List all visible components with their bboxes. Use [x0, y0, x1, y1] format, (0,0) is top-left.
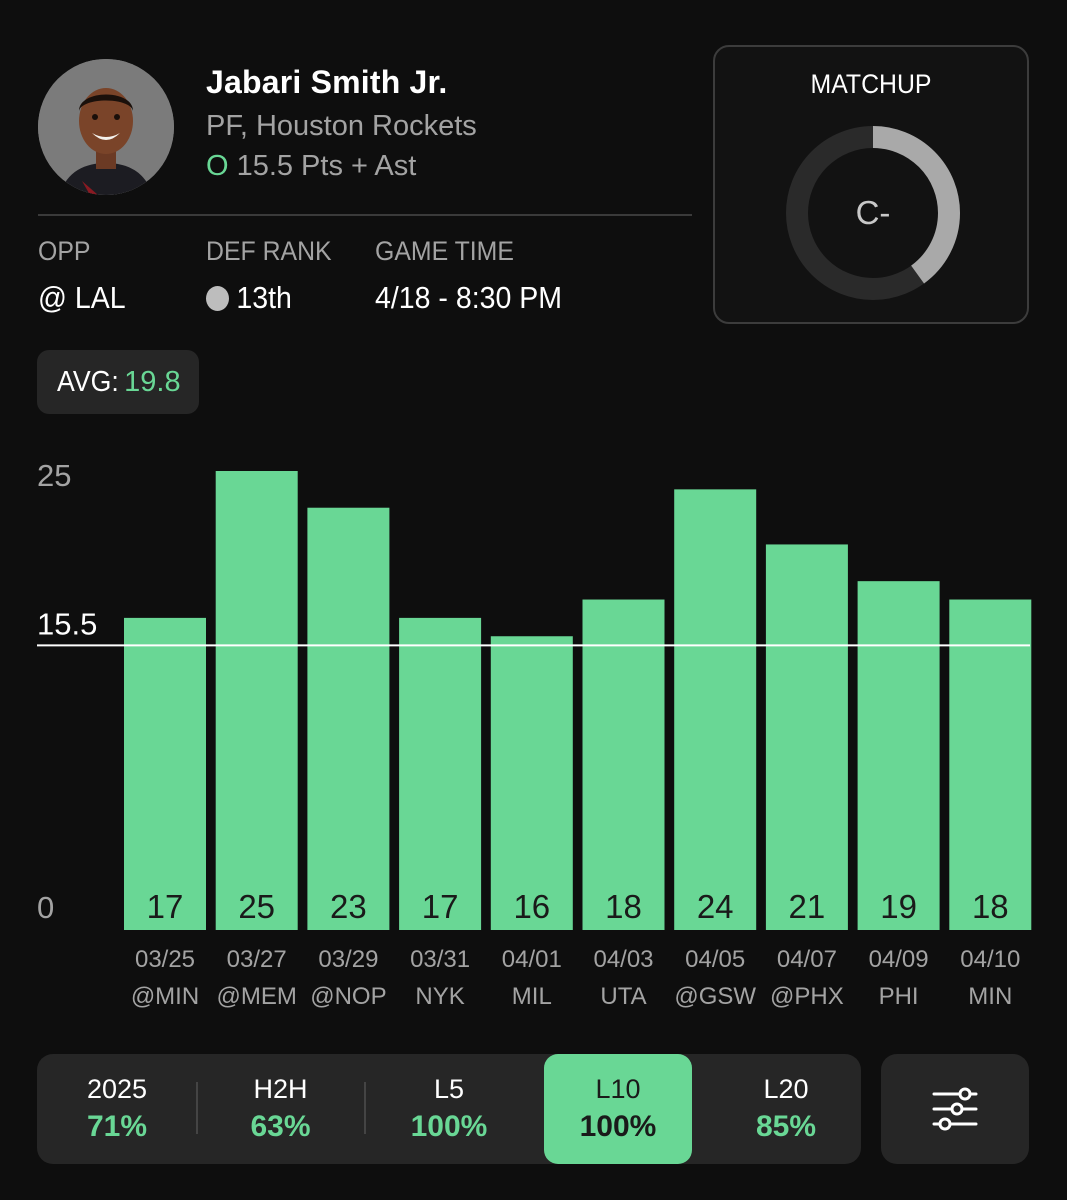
over-indicator: O — [206, 150, 229, 182]
opp-value: @ LAL — [38, 280, 126, 315]
header-divider — [38, 214, 692, 216]
matchup-ring-icon — [786, 126, 960, 300]
prop-line-text: 15.5 Pts + Ast — [236, 150, 417, 182]
bar — [124, 617, 206, 930]
sliders-icon — [932, 1087, 978, 1131]
tab-label: H2H — [253, 1074, 308, 1104]
x-tick-opponent: PHI — [879, 983, 919, 1010]
x-tick-opponent: @MEM — [217, 983, 297, 1010]
x-tick-opponent: @GSW — [674, 983, 756, 1010]
bar-value-label: 19 — [880, 888, 917, 925]
tab-percent: 100% — [410, 1110, 488, 1143]
tab-l20[interactable]: L20 85% — [701, 1054, 871, 1164]
x-tick-opponent: NYK — [415, 983, 464, 1010]
player-position-team: PF, Houston Rockets — [206, 110, 477, 142]
game-time-value: 4/18 - 8:30 PM — [375, 280, 563, 315]
matchup-title: MATCHUP — [810, 69, 932, 99]
matchup-grade: C- — [855, 194, 891, 231]
filter-settings-button[interactable] — [881, 1054, 1029, 1164]
bar-value-label: 16 — [513, 888, 550, 925]
x-tick-date: 04/03 — [593, 946, 653, 973]
x-tick-opponent: @MIN — [131, 983, 199, 1010]
bar — [215, 471, 298, 930]
bar-value-label: 18 — [972, 888, 1009, 925]
x-tick-date: 04/01 — [502, 946, 562, 973]
bar-value-label: 17 — [147, 888, 184, 925]
tab-l10[interactable]: L10 100% — [544, 1054, 692, 1164]
tab-separator — [196, 1082, 198, 1134]
average-label: AVG: — [57, 366, 119, 398]
tab-label: L20 — [763, 1074, 809, 1104]
filter-tabs: 2025 71% H2H 63% L5 100% L10 100% L20 85… — [37, 1054, 861, 1164]
x-tick-date: 04/10 — [960, 946, 1020, 973]
tab-label: L5 — [433, 1074, 465, 1104]
player-headshot-icon — [38, 59, 174, 195]
tab-h2h[interactable]: H2H 63% — [197, 1054, 364, 1164]
tab-percent: 63% — [250, 1110, 311, 1143]
bar — [857, 581, 940, 930]
x-tick-opponent: @PHX — [770, 983, 844, 1010]
matchup-card[interactable]: MATCHUP C- — [713, 45, 1029, 324]
def-rank-label: DEF RANK — [206, 236, 332, 266]
tab-label: 2025 — [86, 1074, 148, 1104]
bar — [765, 544, 848, 930]
x-tick-date: 03/31 — [410, 946, 470, 973]
tab-percent: 100% — [579, 1110, 657, 1143]
prop-threshold-label: 15.5 — [37, 606, 97, 641]
tab-label: L10 — [595, 1074, 641, 1104]
def-rank-value-wrap: 13th — [206, 280, 292, 316]
bar-value-label: 21 — [789, 888, 826, 925]
opp-label: OPP — [38, 236, 91, 266]
bar — [490, 636, 573, 930]
rank-dot-icon — [206, 286, 229, 311]
game-log-chart: 25 0 17 03/25 @MIN 25 03/27 @MEM 23 03/29 @NOP 17 03… — [37, 458, 1032, 1010]
bar-value-label: 24 — [697, 888, 734, 925]
tab-percent: 71% — [86, 1110, 148, 1143]
bar — [307, 507, 390, 930]
x-tick-date: 03/25 — [135, 946, 195, 973]
def-rank-value: 13th — [236, 280, 292, 315]
average-pill: AVG: 19.8 — [37, 350, 199, 414]
x-tick-opponent: @NOP — [310, 983, 386, 1010]
x-tick-opponent: UTA — [600, 983, 646, 1010]
x-tick-date: 04/07 — [777, 946, 837, 973]
bar — [949, 599, 1032, 930]
bar — [399, 617, 482, 930]
x-tick-date: 04/09 — [869, 946, 929, 973]
average-value: 19.8 — [124, 366, 181, 398]
y-tick-label: 25 — [37, 458, 71, 493]
bar — [582, 599, 665, 930]
x-tick-opponent: MIL — [512, 983, 552, 1010]
bar-value-label: 23 — [330, 888, 367, 925]
y-tick-label: 0 — [37, 890, 54, 925]
tab-separator — [364, 1082, 366, 1134]
bar-value-label: 18 — [605, 888, 642, 925]
x-tick-date: 03/27 — [227, 946, 287, 973]
prop-line: O 15.5 Pts + Ast — [206, 150, 416, 183]
tab-2025[interactable]: 2025 71% — [37, 1054, 197, 1164]
bar — [674, 489, 757, 930]
x-tick-opponent: MIN — [968, 983, 1012, 1010]
tab-percent: 85% — [755, 1110, 817, 1143]
x-tick-date: 03/29 — [318, 946, 378, 973]
player-avatar — [38, 59, 174, 195]
player-name: Jabari Smith Jr. — [206, 64, 448, 100]
game-time-label: GAME TIME — [375, 236, 514, 266]
tab-l5[interactable]: L5 100% — [365, 1054, 533, 1164]
bar-value-label: 25 — [238, 888, 275, 925]
bar-value-label: 17 — [422, 888, 459, 925]
x-tick-date: 04/05 — [685, 946, 745, 973]
